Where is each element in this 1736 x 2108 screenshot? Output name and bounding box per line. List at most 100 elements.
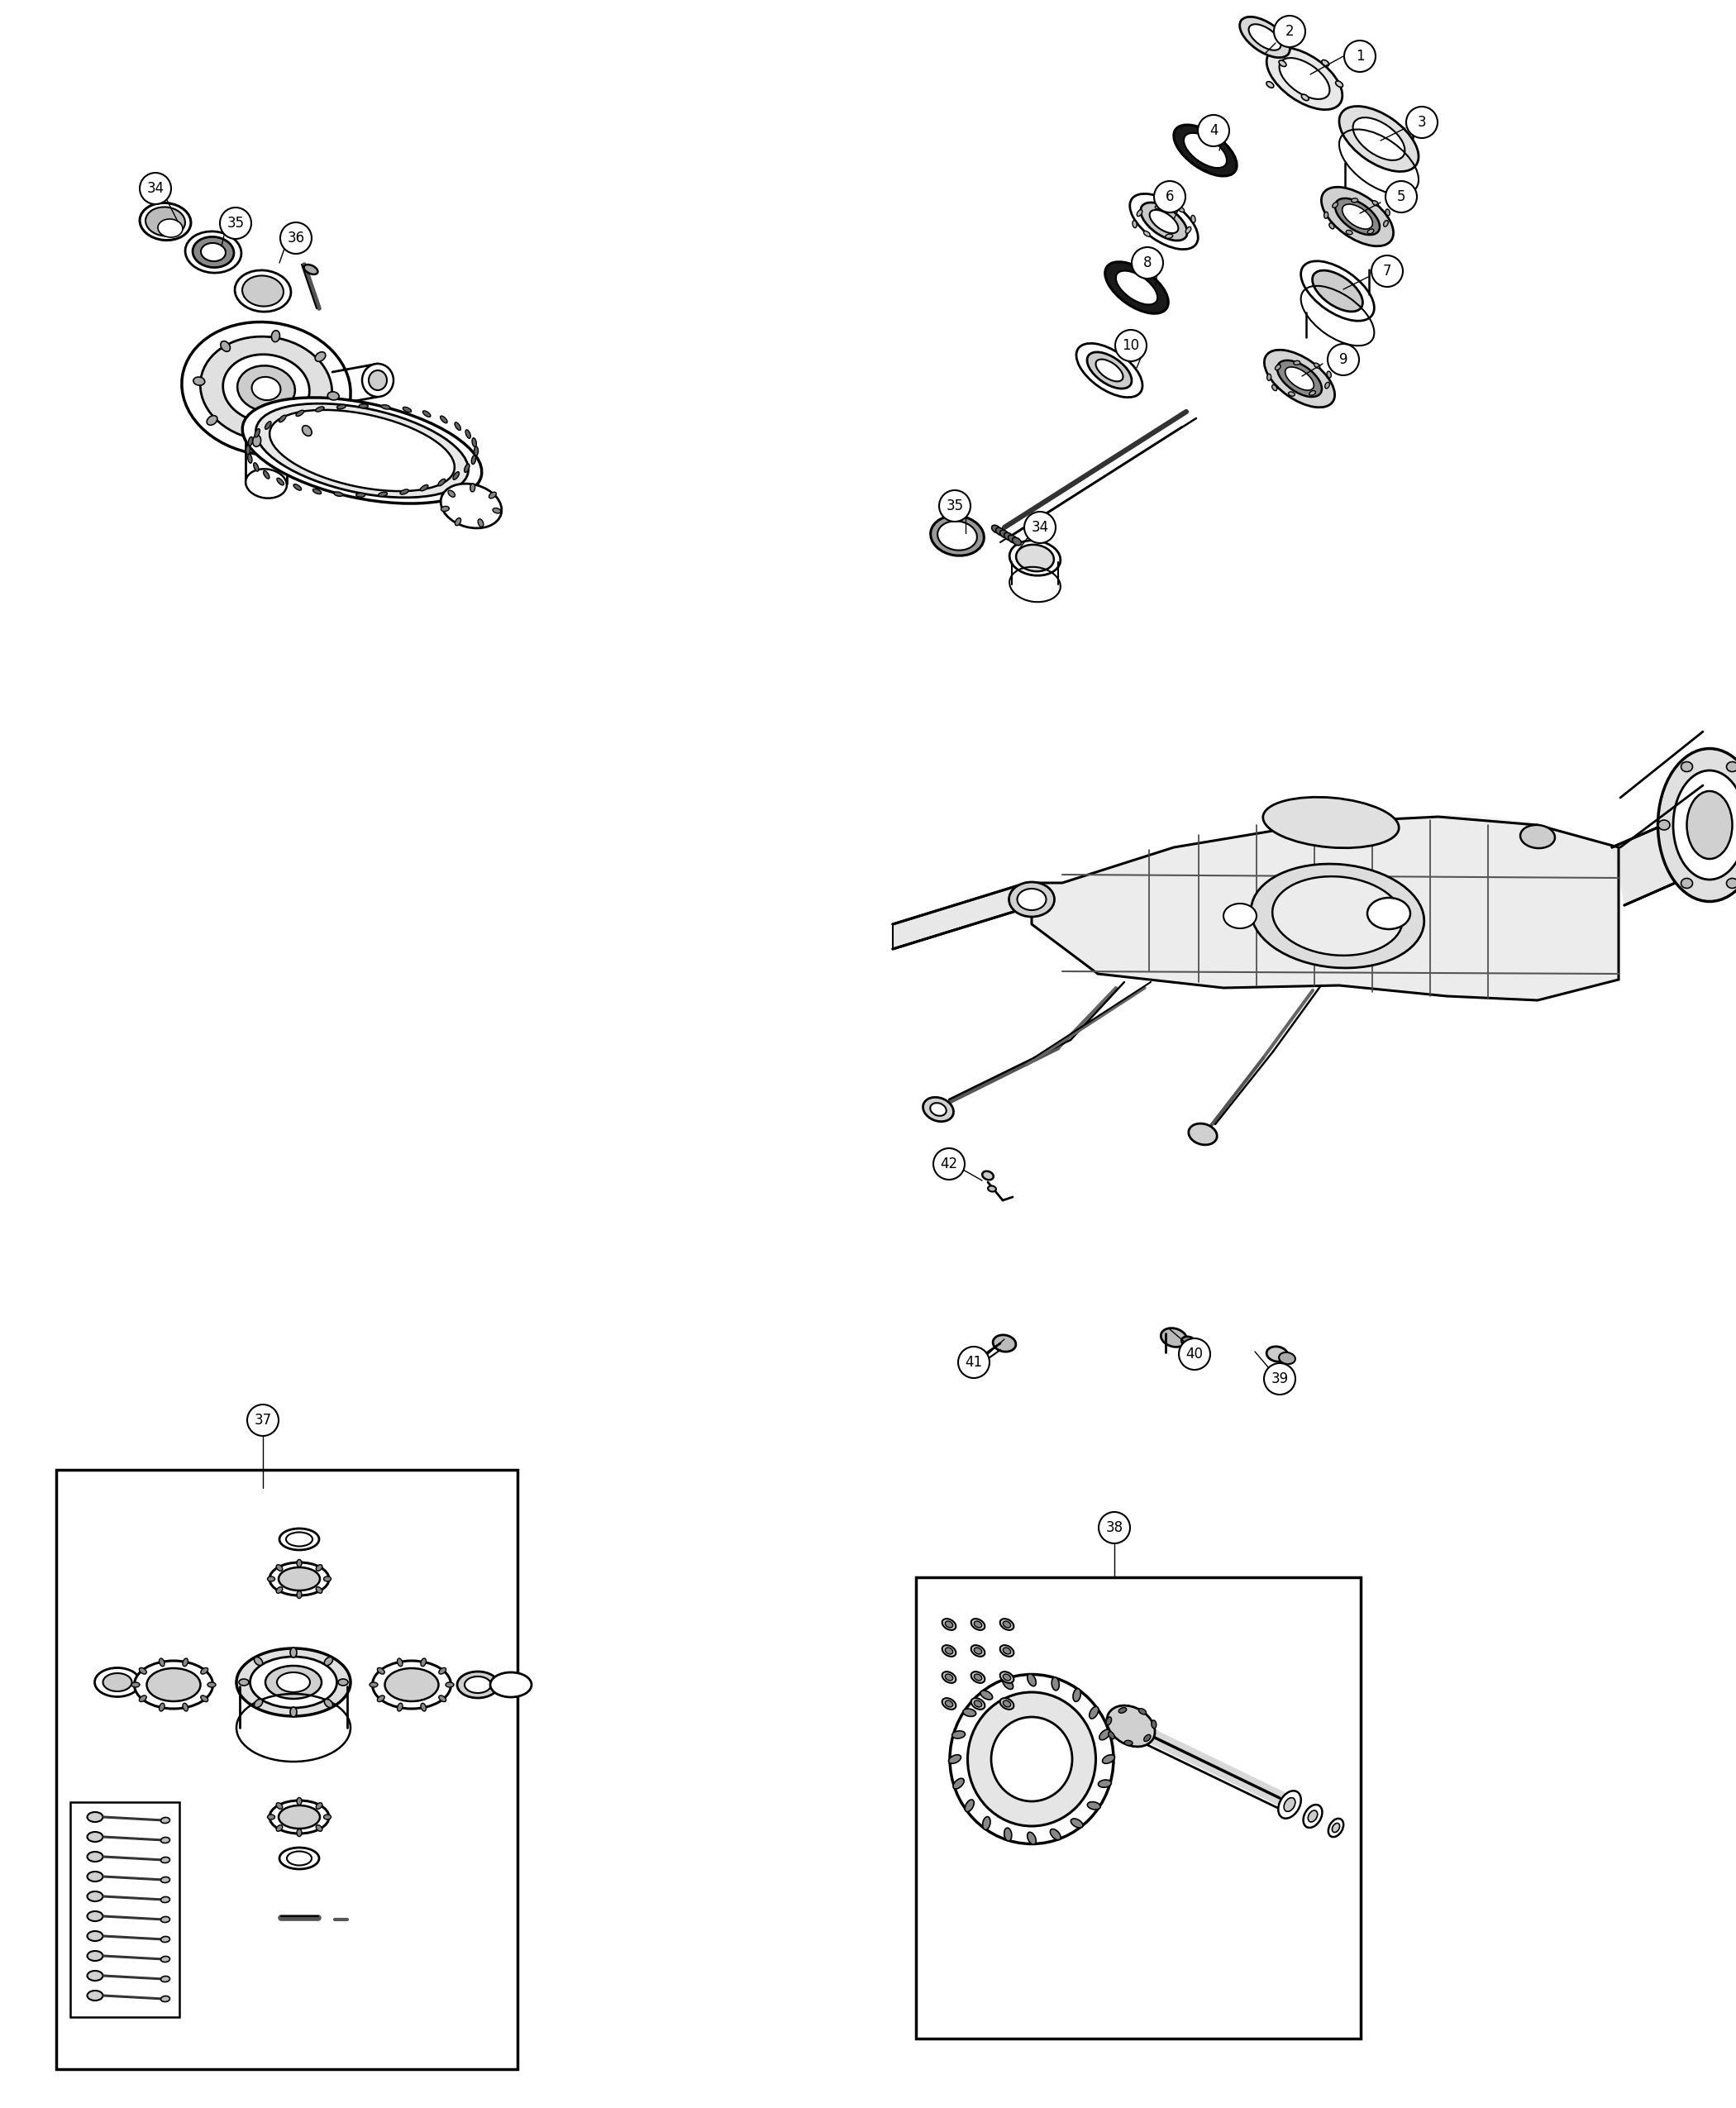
Ellipse shape	[161, 1897, 170, 1904]
Ellipse shape	[267, 1577, 274, 1581]
Ellipse shape	[1003, 1828, 1012, 1840]
Ellipse shape	[943, 1699, 957, 1710]
Ellipse shape	[325, 1699, 333, 1707]
Ellipse shape	[95, 1667, 141, 1697]
Circle shape	[1132, 247, 1163, 278]
Ellipse shape	[1003, 1674, 1010, 1680]
Ellipse shape	[1000, 1699, 1014, 1710]
Text: 3: 3	[1418, 116, 1427, 131]
Ellipse shape	[208, 1682, 215, 1686]
Ellipse shape	[1304, 1804, 1323, 1828]
Ellipse shape	[944, 1621, 953, 1627]
Ellipse shape	[193, 377, 205, 386]
Ellipse shape	[1321, 188, 1394, 247]
Ellipse shape	[276, 1802, 283, 1809]
Ellipse shape	[1302, 95, 1309, 101]
Ellipse shape	[1118, 1707, 1127, 1714]
Ellipse shape	[457, 1672, 498, 1697]
Ellipse shape	[1106, 1716, 1111, 1724]
Ellipse shape	[1368, 230, 1373, 234]
Ellipse shape	[247, 445, 250, 455]
Ellipse shape	[1267, 48, 1342, 110]
Ellipse shape	[1276, 365, 1281, 371]
Ellipse shape	[278, 1568, 319, 1592]
Ellipse shape	[161, 1817, 170, 1823]
Ellipse shape	[1161, 1328, 1187, 1347]
Ellipse shape	[182, 323, 351, 455]
Ellipse shape	[278, 1804, 319, 1828]
Ellipse shape	[1338, 105, 1418, 171]
Circle shape	[1179, 1339, 1210, 1370]
Ellipse shape	[1177, 207, 1184, 213]
Circle shape	[247, 1404, 278, 1436]
Ellipse shape	[302, 426, 312, 436]
Text: 34: 34	[1031, 521, 1049, 535]
Ellipse shape	[132, 1682, 139, 1686]
Ellipse shape	[465, 1676, 491, 1693]
Ellipse shape	[1088, 1707, 1099, 1718]
Ellipse shape	[1330, 223, 1335, 230]
Ellipse shape	[1087, 1802, 1101, 1809]
Ellipse shape	[974, 1674, 983, 1680]
Ellipse shape	[1009, 535, 1017, 544]
Ellipse shape	[455, 519, 462, 525]
Ellipse shape	[988, 1187, 996, 1191]
Ellipse shape	[477, 519, 483, 527]
Ellipse shape	[269, 1800, 330, 1834]
Ellipse shape	[1191, 215, 1196, 223]
Ellipse shape	[1293, 360, 1300, 365]
Text: 37: 37	[253, 1412, 271, 1427]
Circle shape	[220, 207, 252, 238]
Ellipse shape	[950, 1674, 1113, 1844]
Ellipse shape	[1264, 797, 1399, 847]
Ellipse shape	[1680, 761, 1693, 772]
Ellipse shape	[398, 1659, 403, 1665]
Ellipse shape	[420, 1703, 425, 1712]
Text: 39: 39	[1271, 1372, 1288, 1387]
Ellipse shape	[441, 415, 448, 424]
Ellipse shape	[1252, 864, 1424, 968]
Ellipse shape	[356, 493, 365, 497]
Ellipse shape	[148, 1667, 200, 1701]
Circle shape	[1264, 1364, 1295, 1395]
Ellipse shape	[385, 1667, 439, 1701]
Ellipse shape	[1658, 748, 1736, 902]
Ellipse shape	[943, 1619, 957, 1629]
Ellipse shape	[439, 1667, 446, 1674]
Ellipse shape	[1052, 1678, 1059, 1691]
Ellipse shape	[1309, 390, 1316, 396]
Ellipse shape	[1016, 544, 1054, 571]
Ellipse shape	[279, 415, 286, 422]
Ellipse shape	[295, 411, 304, 415]
Ellipse shape	[1335, 80, 1344, 86]
Ellipse shape	[1050, 1830, 1061, 1840]
Ellipse shape	[134, 1661, 214, 1710]
Ellipse shape	[981, 1691, 993, 1699]
Ellipse shape	[493, 508, 500, 512]
Ellipse shape	[470, 483, 476, 491]
Ellipse shape	[243, 398, 483, 504]
Ellipse shape	[965, 1800, 974, 1811]
Ellipse shape	[276, 1564, 283, 1570]
Ellipse shape	[1108, 1705, 1154, 1748]
Ellipse shape	[252, 434, 260, 447]
Circle shape	[279, 221, 312, 253]
Ellipse shape	[424, 411, 431, 417]
Ellipse shape	[333, 491, 342, 495]
Ellipse shape	[276, 479, 285, 485]
Ellipse shape	[464, 464, 469, 472]
Circle shape	[1328, 344, 1359, 375]
Ellipse shape	[490, 1672, 531, 1697]
Ellipse shape	[316, 1826, 323, 1832]
Ellipse shape	[160, 1703, 165, 1712]
Ellipse shape	[1182, 1336, 1196, 1347]
Ellipse shape	[161, 1876, 170, 1882]
Ellipse shape	[182, 1703, 187, 1712]
Ellipse shape	[297, 1592, 302, 1598]
Ellipse shape	[472, 455, 476, 464]
Ellipse shape	[1321, 59, 1330, 65]
Ellipse shape	[1116, 270, 1158, 304]
Ellipse shape	[1278, 1792, 1300, 1819]
Text: 42: 42	[941, 1157, 958, 1172]
Ellipse shape	[1144, 232, 1151, 236]
